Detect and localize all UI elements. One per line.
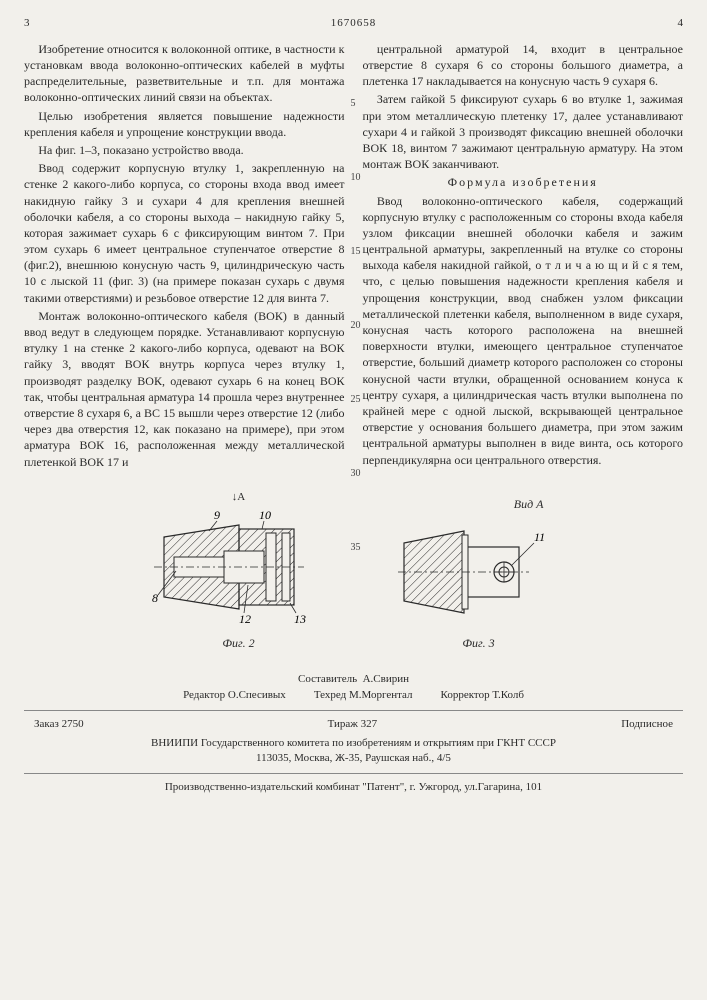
figure-2-caption: Фиг. 2 xyxy=(144,635,334,651)
printer-line: Производственно-издательский комбинат "П… xyxy=(24,780,683,795)
figure-3-title: Вид А xyxy=(394,496,564,512)
paragraph: Ввод содержит корпусную втулку 1, закреп… xyxy=(24,160,345,306)
printer-info: Производственно-издательский комбинат "П… xyxy=(24,780,683,795)
editor: Редактор О.Спесивых xyxy=(183,687,286,704)
figure-3: Вид А 11 Фиг. 3 xyxy=(394,496,564,651)
section-arrow-label: ↓А xyxy=(144,490,334,505)
line-num: 15 xyxy=(351,245,361,259)
line-num: 30 xyxy=(351,467,361,481)
callout-9: 9 xyxy=(214,508,220,522)
line-num: 10 xyxy=(351,171,361,185)
figure-2: ↓А 9 10 8 1 xyxy=(144,490,334,651)
publisher-info: ВНИИПИ Государственного комитета по изоб… xyxy=(24,736,683,767)
line-num: 25 xyxy=(351,393,361,407)
paragraph: На фиг. 1–3, показано устройство ввода. xyxy=(24,142,345,158)
figures-row: ↓А 9 10 8 1 xyxy=(24,490,683,651)
callout-13: 13 xyxy=(294,612,306,626)
line-num: 35 xyxy=(351,541,361,555)
paragraph: Ввод волоконно-оптического кабеля, содер… xyxy=(363,193,684,468)
divider xyxy=(24,773,683,774)
paragraph: Монтаж волоконно-оптического кабеля (ВОК… xyxy=(24,308,345,470)
order-row: Заказ 2750 Тираж 327 Подписное xyxy=(24,717,683,732)
zakaz: Заказ 2750 xyxy=(34,717,84,732)
line-num: 5 xyxy=(351,97,356,111)
right-column: 5 10 15 20 25 30 35 центральной арматуро… xyxy=(363,41,684,472)
paragraph: Затем гайкой 5 фиксируют сухарь 6 во вту… xyxy=(363,91,684,172)
paragraph: Целью изобретения является повышение над… xyxy=(24,108,345,140)
page-num-right: 4 xyxy=(678,16,684,31)
callout-12: 12 xyxy=(239,612,251,626)
formula-title: Формула изобретения xyxy=(363,174,684,190)
figure-3-caption: Фиг. 3 xyxy=(394,635,564,651)
page-header: 3 1670658 4 xyxy=(24,16,683,31)
publisher-line: ВНИИПИ Государственного комитета по изоб… xyxy=(24,736,683,751)
figure-2-svg: 9 10 8 12 13 xyxy=(144,507,334,627)
paragraph: Изобретение относится к волоконной оптик… xyxy=(24,41,345,106)
document-number: 1670658 xyxy=(30,16,678,31)
left-column: Изобретение относится к волоконной оптик… xyxy=(24,41,345,472)
callout-10: 10 xyxy=(259,508,271,522)
line-num: 20 xyxy=(351,319,361,333)
corrector: Корректор Т.Колб xyxy=(441,687,524,704)
compiler-row: Составитель А.Свирин xyxy=(24,671,683,688)
editors-row: Редактор О.Спесивых Техред М.Моргентал К… xyxy=(24,687,683,704)
text-columns: Изобретение относится к волоконной оптик… xyxy=(24,41,683,472)
paragraph: центральной арматурой 14, входит в центр… xyxy=(363,41,684,90)
tirazh: Тираж 327 xyxy=(328,717,378,732)
callout-11: 11 xyxy=(534,530,545,544)
publisher-line: 113035, Москва, Ж-35, Раушская наб., 4/5 xyxy=(24,751,683,766)
podpisnoe: Подписное xyxy=(621,717,673,732)
figure-3-svg: 11 xyxy=(394,517,564,627)
callout-8: 8 xyxy=(152,591,158,605)
techred: Техред М.Моргентал xyxy=(314,687,413,704)
credits-block: Составитель А.Свирин Редактор О.Спесивых… xyxy=(24,671,683,704)
divider xyxy=(24,710,683,711)
